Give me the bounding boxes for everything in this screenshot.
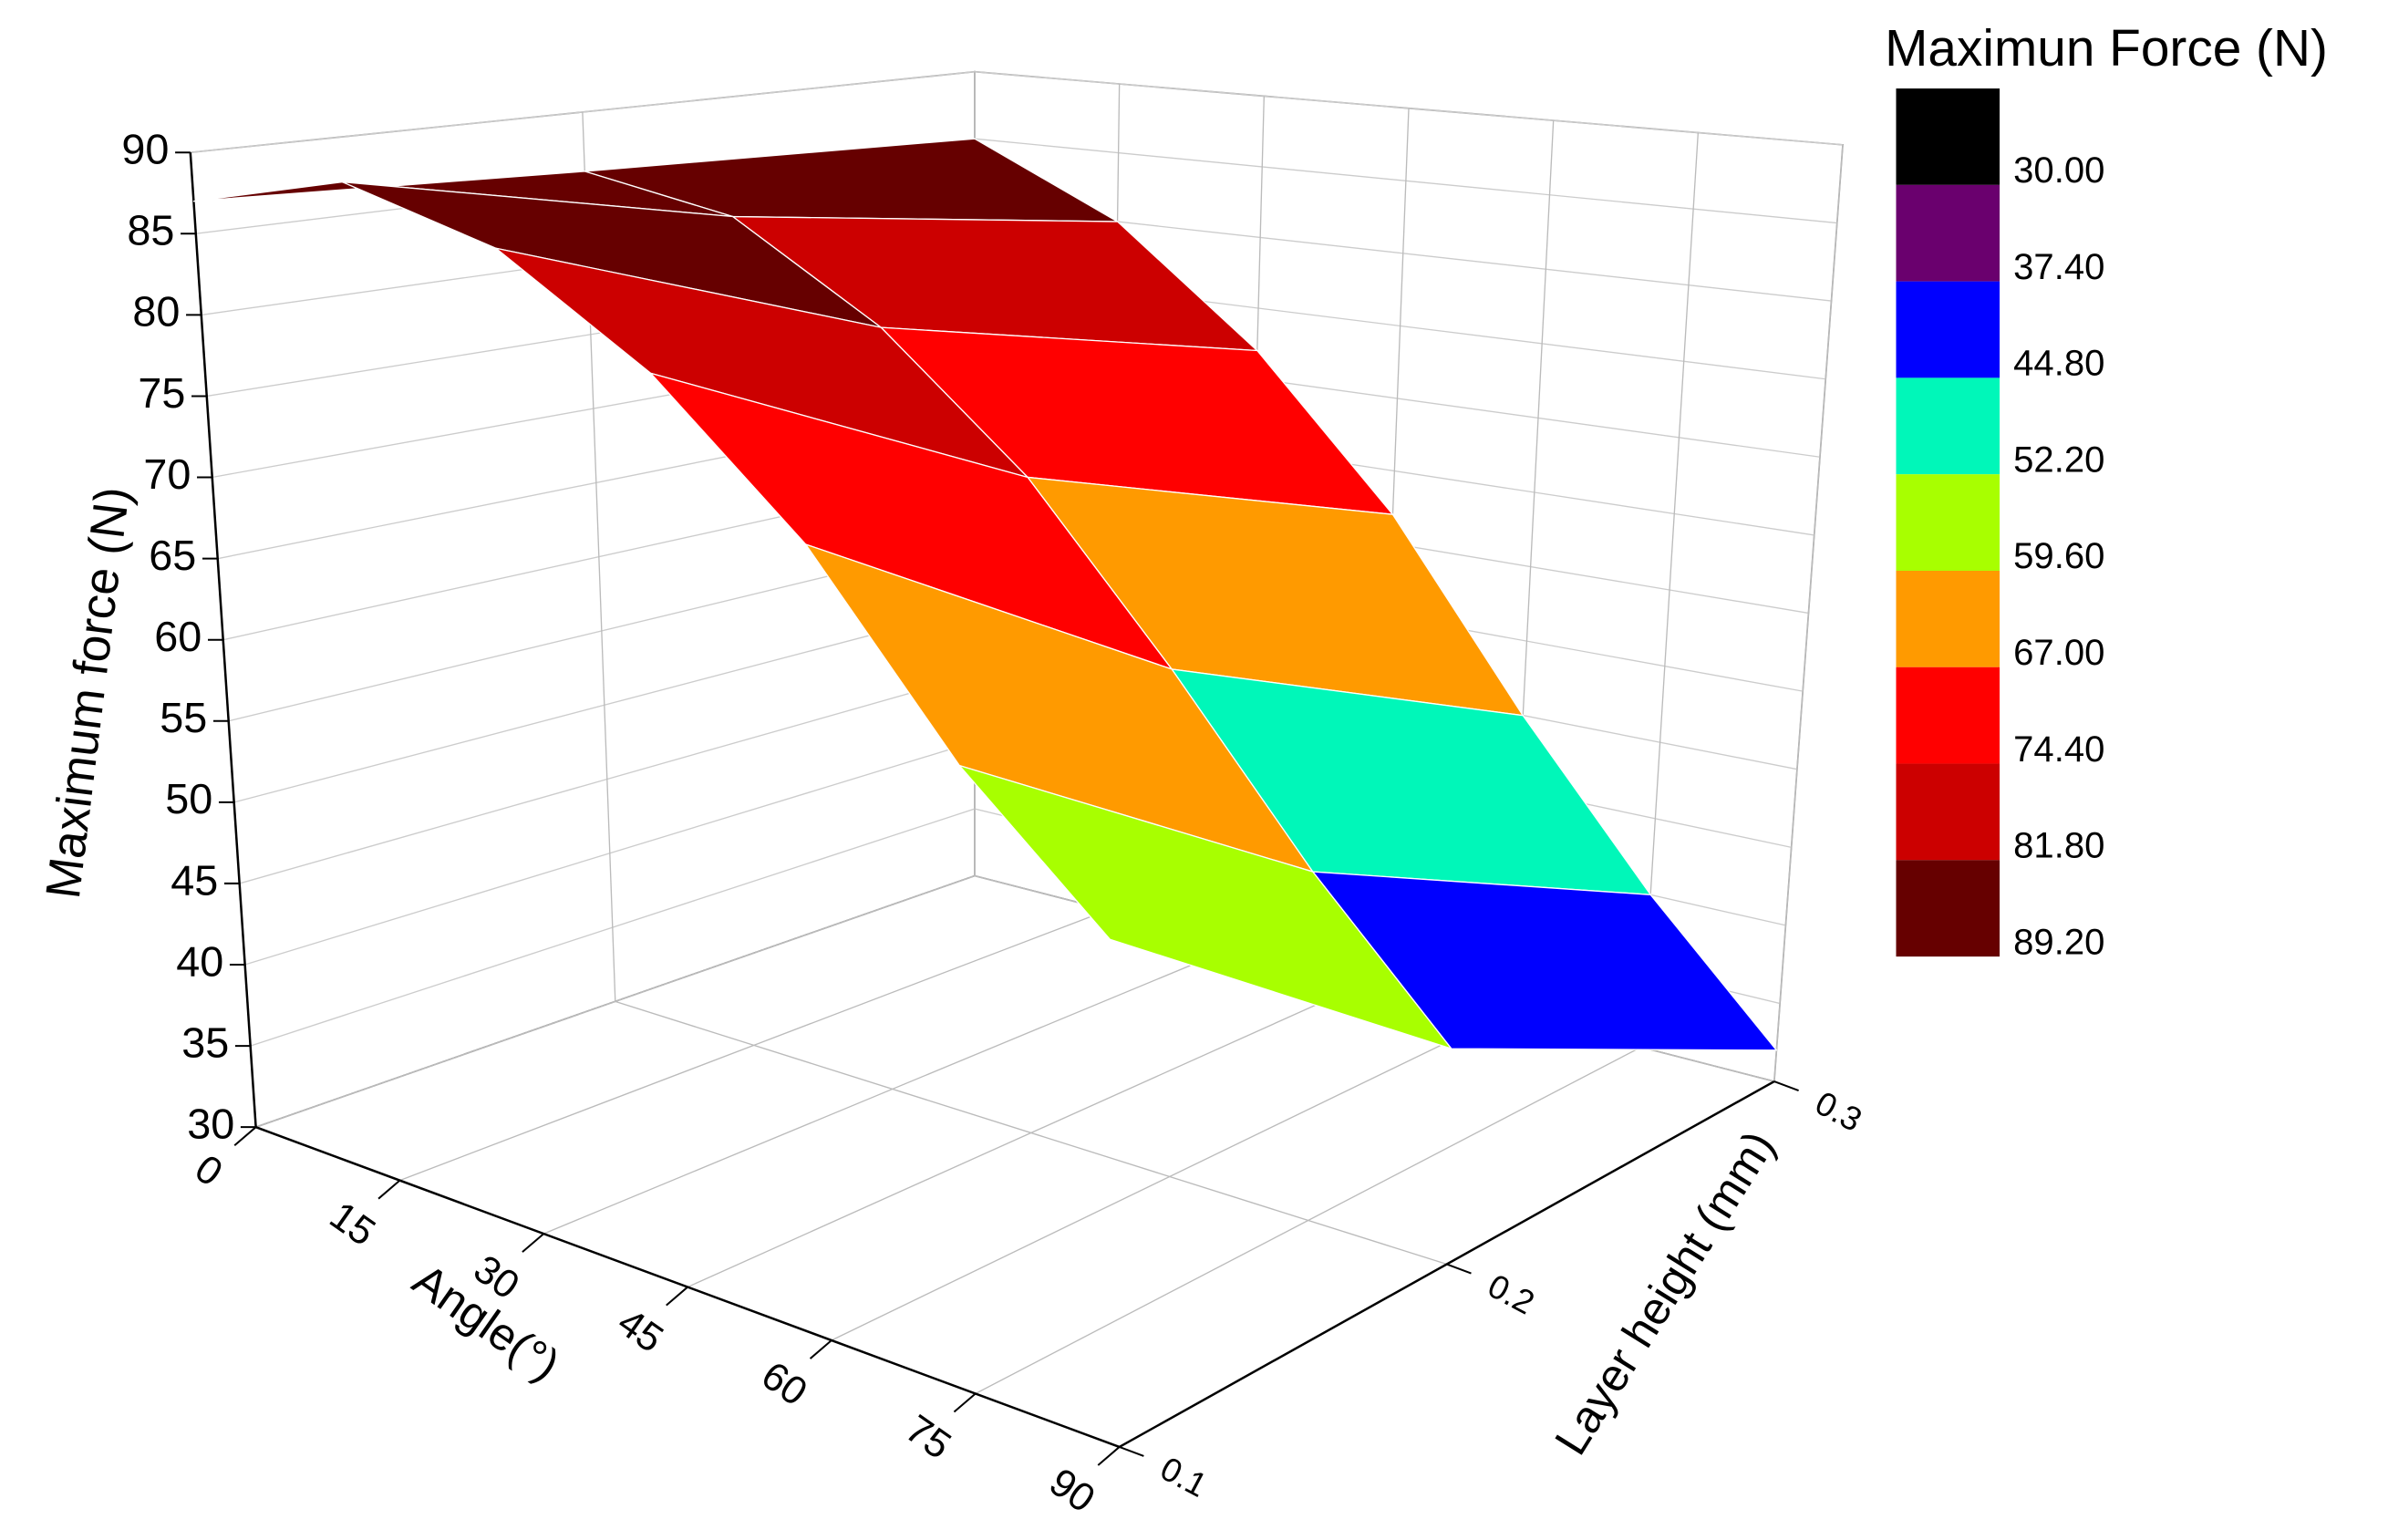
- colorbar-band: [1896, 763, 2000, 861]
- x-tick-label: 60: [753, 1354, 814, 1415]
- y-tick-label: 0.1: [1154, 1450, 1213, 1504]
- colorbar-label: 89.20: [2013, 922, 2104, 962]
- colorbar-label: 52.20: [2013, 439, 2104, 480]
- z-tick-label: 75: [138, 369, 185, 417]
- colorbar-band: [1896, 184, 2000, 282]
- colorbar-label: 37.40: [2013, 247, 2104, 287]
- colorbar-band: [1896, 88, 2000, 185]
- y-tick: [1446, 1263, 1472, 1275]
- z-tick-label: 50: [165, 775, 212, 822]
- colorbar-band: [1896, 570, 2000, 667]
- colorbar-label: 81.80: [2013, 826, 2104, 866]
- z-tick-label: 60: [154, 613, 202, 660]
- z-tick-label: 30: [187, 1101, 234, 1148]
- y-tick: [1773, 1080, 1799, 1092]
- x-tick-label: 90: [1041, 1460, 1102, 1521]
- x-tick: [233, 1126, 257, 1146]
- x-tick: [522, 1233, 544, 1253]
- y-tick-label: 0.2: [1482, 1266, 1540, 1321]
- z-tick-label: 90: [121, 126, 169, 173]
- colorbar-band: [1896, 667, 2000, 764]
- x-tick: [1097, 1446, 1121, 1466]
- z-axis-label: Maximum force (N): [36, 484, 140, 902]
- y-tick: [1119, 1446, 1144, 1457]
- grid-line: [582, 111, 1447, 1266]
- colorbar-band: [1896, 474, 2000, 571]
- x-tick-label: 45: [610, 1300, 671, 1361]
- z-tick-label: 80: [132, 288, 180, 336]
- x-tick: [953, 1392, 977, 1413]
- colorbar-label: 74.40: [2013, 729, 2104, 770]
- x-tick-label: 75: [897, 1407, 958, 1468]
- x-tick-label: 15: [322, 1194, 383, 1255]
- colorbar-label: 67.00: [2013, 633, 2104, 673]
- colorbar-title: Maximun Force (N): [1885, 20, 2328, 78]
- surface-patch: [958, 764, 1452, 1049]
- colorbar-band: [1896, 860, 2000, 957]
- colorbar-label: 30.00: [2013, 150, 2104, 191]
- z-tick-label: 85: [127, 207, 174, 254]
- z-tick-label: 35: [181, 1018, 229, 1066]
- z-tick-label: 65: [149, 532, 196, 579]
- z-tick-label: 40: [176, 937, 223, 985]
- colorbar-label: 44.80: [2013, 344, 2104, 384]
- z-tick-label: 70: [143, 450, 191, 498]
- y-tick-label: 0.3: [1809, 1084, 1867, 1139]
- z-tick-label: 45: [171, 856, 218, 904]
- colorbar-band: [1896, 377, 2000, 475]
- x-tick: [809, 1339, 832, 1359]
- colorbar-band: [1896, 281, 2000, 378]
- x-tick: [377, 1179, 401, 1200]
- z-tick-label: 55: [160, 694, 207, 741]
- x-tick: [666, 1286, 688, 1307]
- colorbar-label: 59.60: [2013, 536, 2104, 576]
- x-tick-label: 0: [187, 1147, 230, 1195]
